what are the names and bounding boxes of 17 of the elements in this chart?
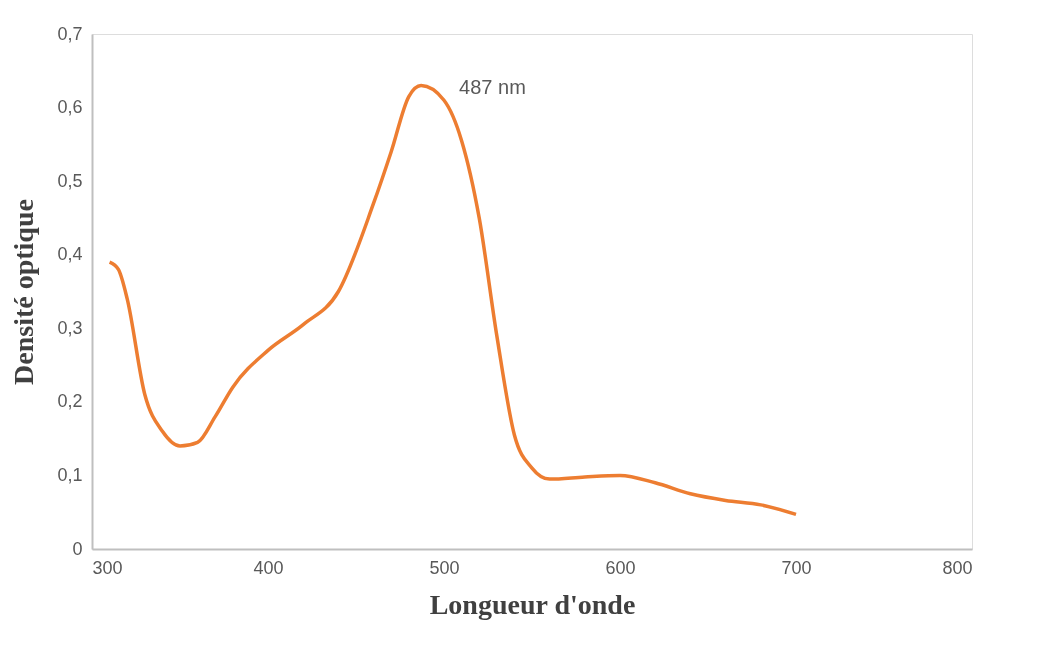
y-tick-label: 0 <box>72 538 83 559</box>
x-axis-title: Longueur d'onde <box>429 588 636 620</box>
y-tick-label: 0,6 <box>57 97 83 118</box>
y-tick-label: 0,3 <box>57 317 83 338</box>
x-tick-label: 500 <box>429 557 460 578</box>
y-axis-title: Densité optique <box>8 199 40 385</box>
x-tick-label: 600 <box>605 557 636 578</box>
y-tick-label: 0,5 <box>57 170 83 191</box>
y-tick-label: 0,2 <box>57 391 83 412</box>
y-tick-label: 0,4 <box>57 244 83 265</box>
annotation: 487 nm <box>459 75 526 98</box>
y-tick-label: 0,7 <box>57 23 83 44</box>
x-tick-label: 700 <box>781 557 812 578</box>
x-tick-label: 800 <box>942 557 973 578</box>
x-tick-label: 300 <box>92 557 123 578</box>
y-tick-label: 0,1 <box>57 464 83 485</box>
x-tick-label: 400 <box>253 557 284 578</box>
